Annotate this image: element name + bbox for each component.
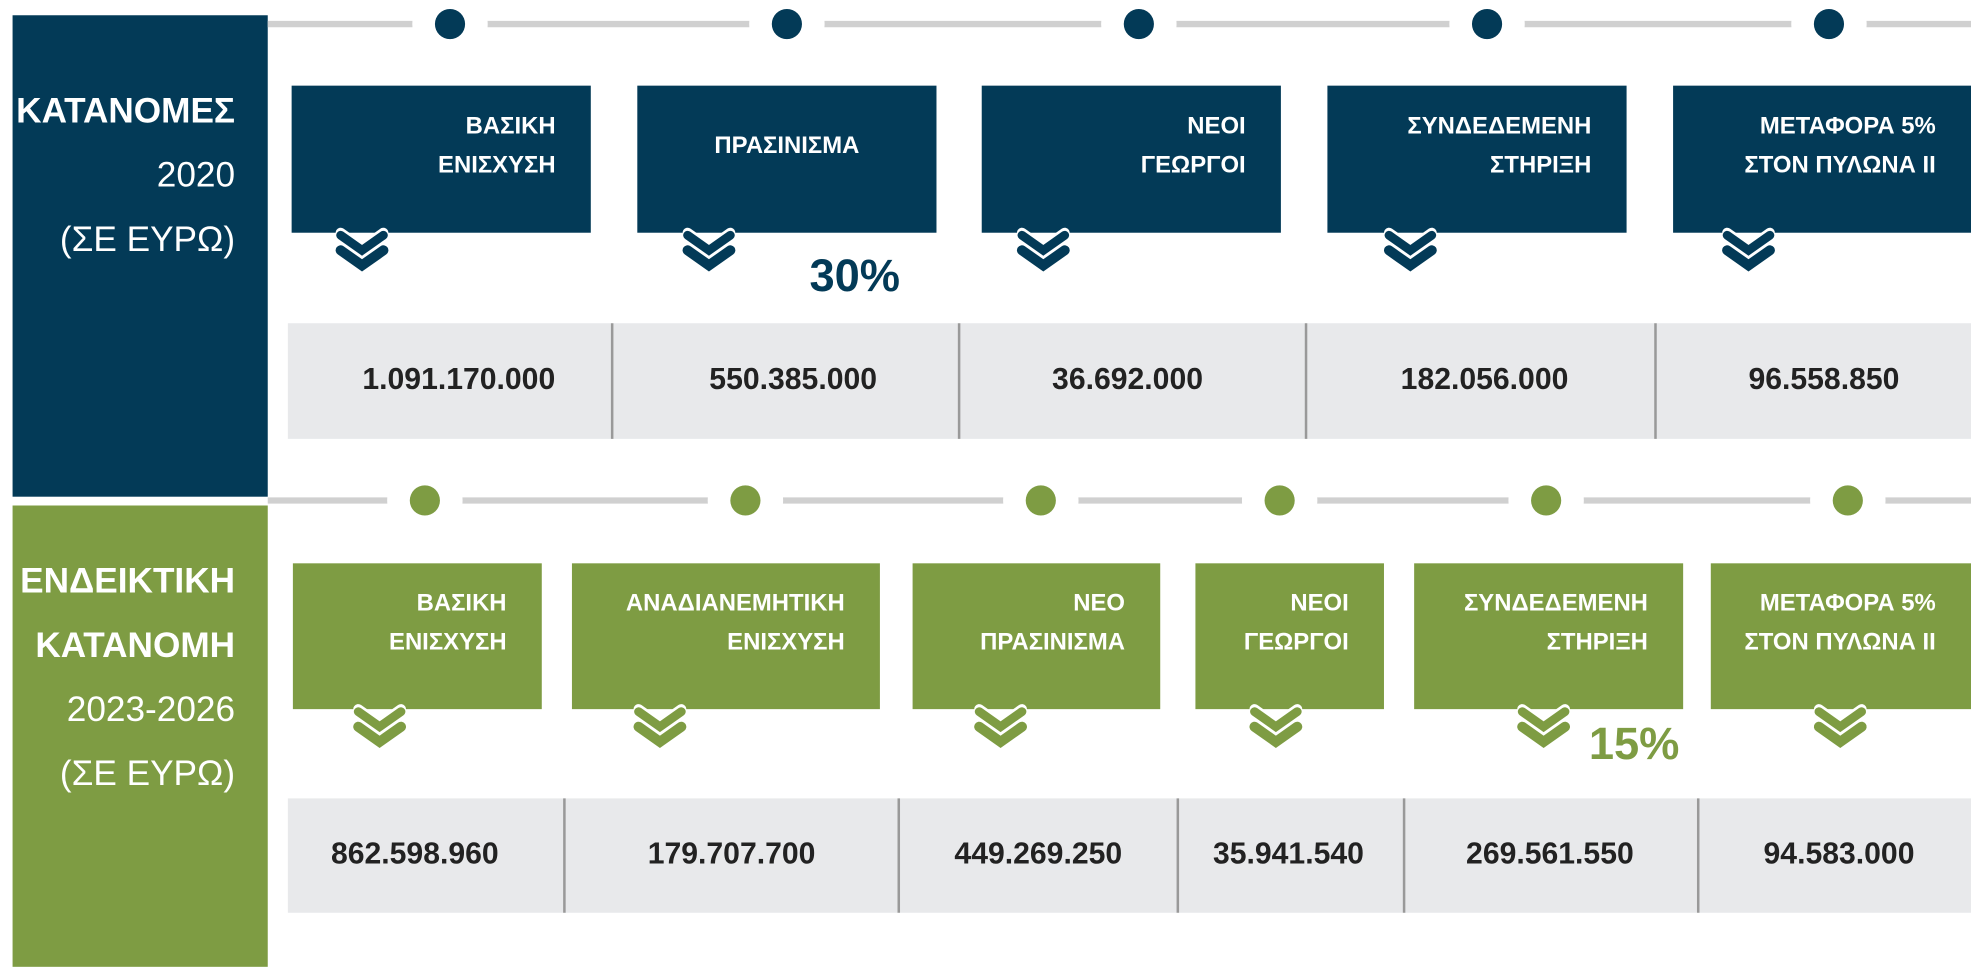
item-title: ΒΑΣΙΚΗ xyxy=(466,112,556,139)
timeline-dot xyxy=(1025,485,1056,516)
chevron xyxy=(1517,707,1570,733)
timeline-dot xyxy=(434,8,466,40)
chevron xyxy=(974,721,1027,748)
item-title: ΜΕΤΑΦΟΡΑ 5% xyxy=(1760,589,1936,616)
section-label: ΚΑΤΑΝΟΜΗ xyxy=(35,626,235,665)
timeline-dot xyxy=(1123,8,1154,40)
chevron xyxy=(1017,230,1070,256)
item-box xyxy=(1673,85,1971,233)
item-box xyxy=(981,85,1281,233)
value-row xyxy=(287,798,1971,913)
item-value: 182.056.000 xyxy=(1401,363,1569,396)
item-title: ΓΕΩΡΓΟΙ xyxy=(1244,628,1349,655)
item-value: 36.692.000 xyxy=(1052,363,1203,396)
item-title: ΝΕΟΙ xyxy=(1290,589,1348,616)
chevron xyxy=(1722,230,1775,256)
item-box xyxy=(637,85,937,233)
item-title: ΣΤΗΡΙΞΗ xyxy=(1490,151,1591,178)
chevron xyxy=(634,707,686,733)
percent-annotation: 30% xyxy=(809,250,900,301)
chevron xyxy=(1813,721,1867,748)
chevron xyxy=(1250,707,1302,733)
item-value: 35.941.540 xyxy=(1213,838,1364,871)
chevron xyxy=(336,230,388,256)
percent-annotation: 15% xyxy=(1589,718,1680,769)
item-value: 1.091.170.000 xyxy=(362,363,555,396)
item-title: ΜΕΤΑΦΟΡΑ 5% xyxy=(1760,112,1936,139)
chevron xyxy=(974,707,1027,733)
item-title: ΣΤΟΝ ΠΥΛΩΝΑ ΙΙ xyxy=(1744,628,1935,655)
timeline-dot xyxy=(1264,485,1295,516)
section-label: (ΣΕ ΕΥΡΩ) xyxy=(60,220,235,259)
item-title: ΣΤΗΡΙΞΗ xyxy=(1547,628,1648,655)
chevron xyxy=(633,721,687,748)
item-title: ΣΥΝΔΕΔΕΜΕΝΗ xyxy=(1464,589,1648,616)
timeline-dot xyxy=(1471,8,1503,40)
item-value: 550.385.000 xyxy=(709,363,877,396)
chevron xyxy=(335,245,389,272)
item-title: ΒΑΣΙΚΗ xyxy=(417,589,507,616)
item-box xyxy=(1414,563,1684,710)
item-box xyxy=(912,563,1161,710)
item-title: ΣΥΝΔΕΔΕΜΕΝΗ xyxy=(1407,112,1591,139)
section-label: ΕΝΔΕΙΚΤΙΚΗ xyxy=(20,562,235,601)
chevron xyxy=(353,721,407,748)
item-value: 269.561.550 xyxy=(1466,838,1634,871)
timeline-dot xyxy=(1813,8,1845,40)
chevron xyxy=(353,707,406,733)
item-title: ΕΝΙΣΧΥΣΗ xyxy=(438,151,556,178)
item-box xyxy=(1195,563,1384,710)
item-title: ΣΤΟΝ ΠΥΛΩΝΑ ΙΙ xyxy=(1744,151,1935,178)
section-label: 2020 xyxy=(157,156,235,195)
chevron xyxy=(683,230,735,256)
item-box xyxy=(1327,85,1627,233)
chevron xyxy=(682,245,736,272)
chevron xyxy=(1722,245,1775,272)
item-title: ΝΕΟ xyxy=(1073,589,1125,616)
item-value: 449.269.250 xyxy=(954,838,1122,871)
chevron xyxy=(1383,245,1437,272)
item-value: 862.598.960 xyxy=(331,838,499,871)
item-box xyxy=(291,85,591,233)
item-value: 94.583.000 xyxy=(1764,838,1915,871)
section-label: (ΣΕ ΕΥΡΩ) xyxy=(60,754,235,793)
timeline-dot xyxy=(771,8,802,40)
item-value: 96.558.850 xyxy=(1748,363,1899,396)
timeline-dot xyxy=(1531,485,1562,516)
timeline-dot xyxy=(730,485,761,516)
section-label: 2023-2026 xyxy=(67,690,235,729)
value-row xyxy=(287,323,1971,439)
chevron xyxy=(1814,707,1867,733)
item-title: ΕΝΙΣΧΥΣΗ xyxy=(389,628,507,655)
item-box xyxy=(1710,563,1971,710)
timeline-dot xyxy=(409,485,440,516)
item-title: ΠΡΑΣΙΝΙΣΜΑ xyxy=(714,132,859,159)
chevron xyxy=(1016,245,1070,272)
item-title: ΝΕΟΙ xyxy=(1187,112,1245,139)
item-box xyxy=(292,563,542,710)
item-title: ΕΝΙΣΧΥΣΗ xyxy=(727,628,845,655)
item-value: 179.707.700 xyxy=(648,838,816,871)
chevron xyxy=(1517,721,1571,748)
item-title: ΠΡΑΣΙΝΙΣΜΑ xyxy=(980,628,1125,655)
item-title: ΓΕΩΡΓΟΙ xyxy=(1141,151,1246,178)
chevron xyxy=(1249,721,1303,748)
item-box xyxy=(571,563,880,710)
section-label: ΚΑΤΑΝΟΜΕΣ xyxy=(16,92,235,131)
section-panel xyxy=(12,505,268,967)
chevron xyxy=(1384,230,1437,256)
item-title: ΑΝΑΔΙΑΝΕΜΗΤΙΚΗ xyxy=(626,589,845,616)
section-panel xyxy=(12,15,268,497)
timeline-dot xyxy=(1832,485,1863,516)
